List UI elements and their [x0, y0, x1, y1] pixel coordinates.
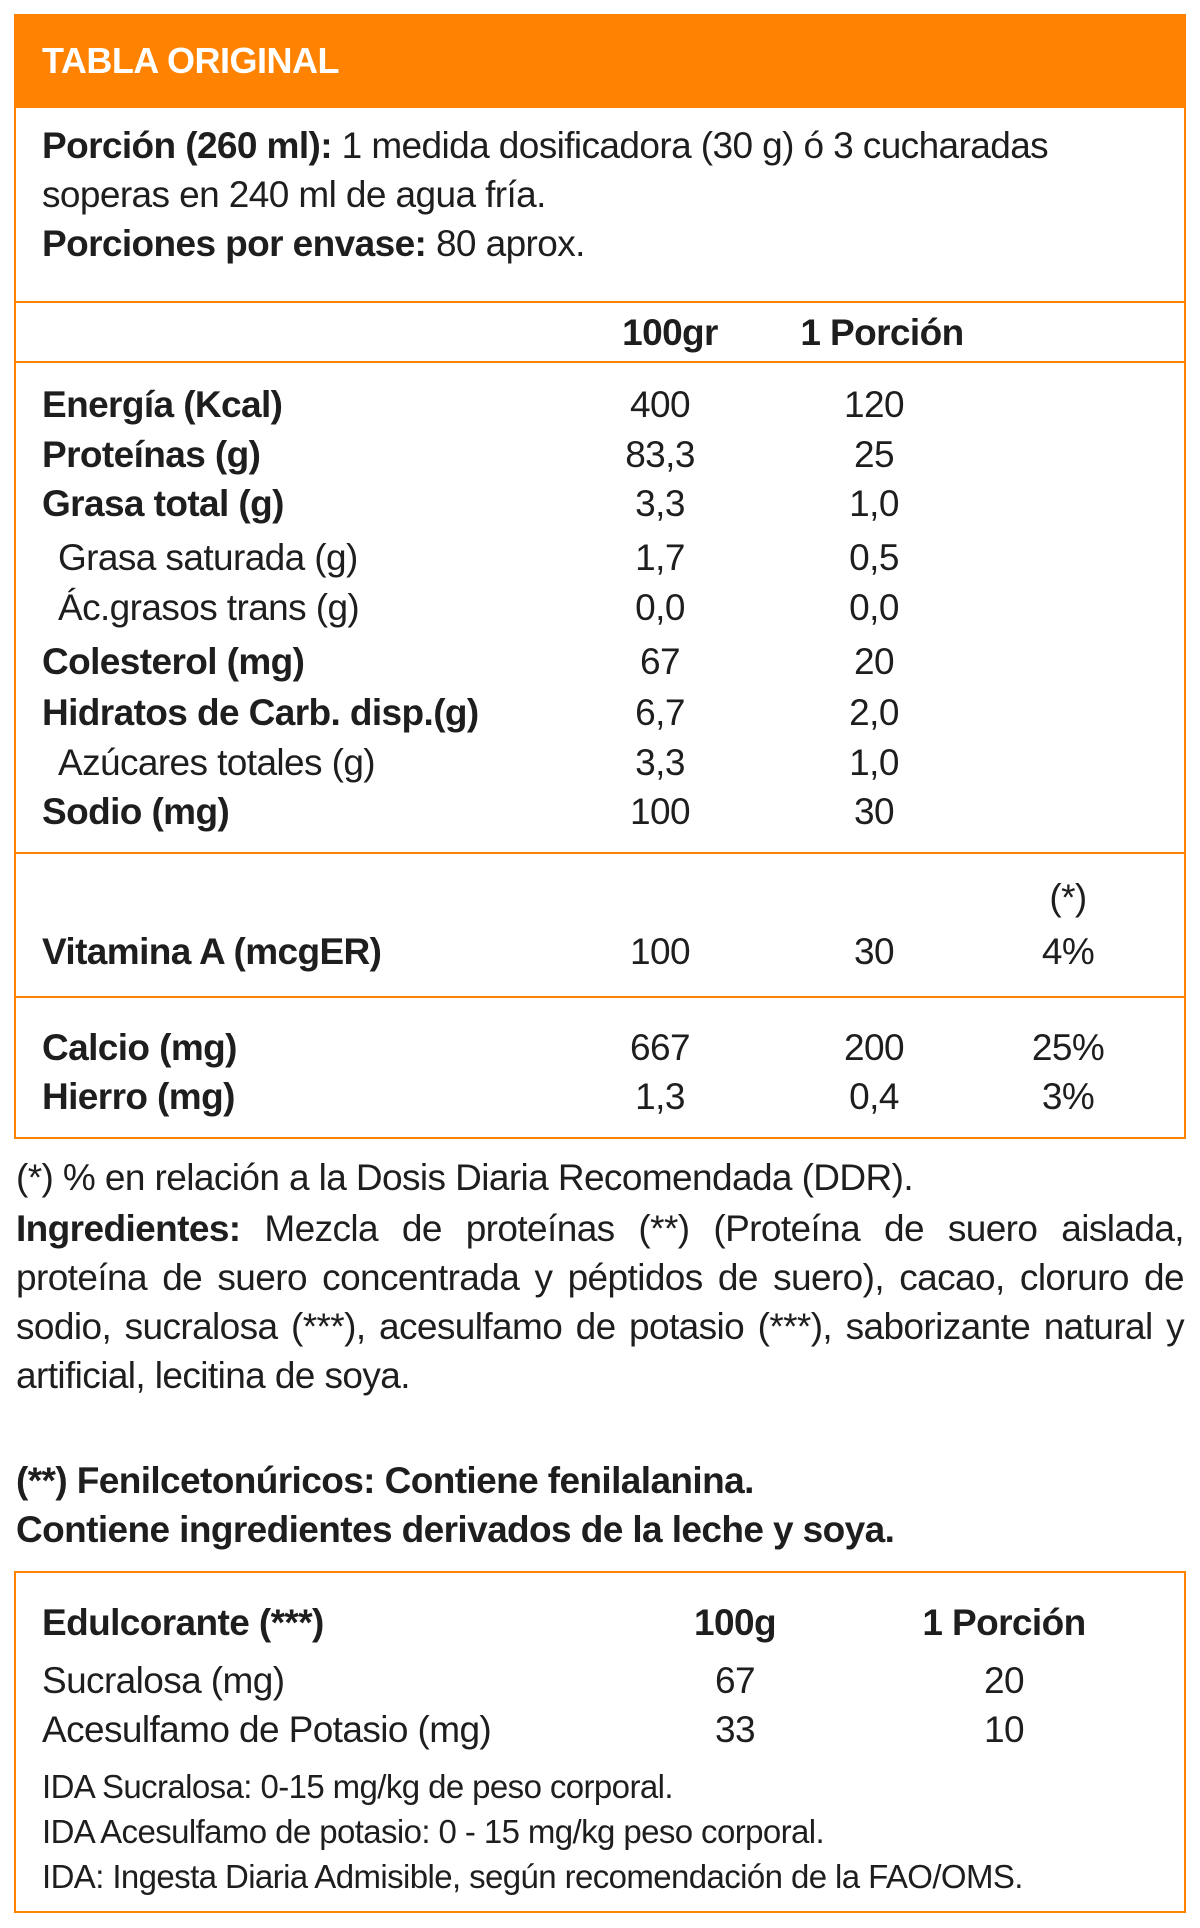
- nutrient-label: Hidratos de Carb. disp.(g): [42, 692, 479, 733]
- nutrient-label: Energía (Kcal): [42, 384, 283, 425]
- serving-line-1: Porción (260 ml): 1 medida dosificadora …: [42, 121, 1049, 170]
- nutrient-label: Sodio (mg): [42, 791, 230, 832]
- value-per-100: 1,7: [635, 537, 685, 578]
- sweetener-column-header: Edulcorante (***): [42, 1602, 324, 1643]
- value-per-100: 100: [630, 931, 691, 972]
- value-per-portion: 1,0: [849, 742, 899, 783]
- nutrient-label: Grasa saturada (g): [58, 537, 358, 578]
- page-title: TABLA ORIGINAL: [42, 40, 339, 81]
- table-row: Ác.grasos trans (g) 0,0 0,0: [0, 583, 1200, 632]
- value-per-100: 3,3: [635, 483, 685, 524]
- value-ddr: 25%: [1031, 1027, 1105, 1068]
- table-row: Energía (Kcal) 400 120: [0, 380, 1200, 429]
- table-row: Sodio (mg) 100 30: [0, 787, 1200, 836]
- column-header-portion: 1 Porción: [922, 1602, 1086, 1643]
- serving-line-2: soperas en 240 ml de agua fría.: [42, 174, 546, 215]
- value-ddr: 4%: [1041, 931, 1095, 972]
- table-row: Colesterol (mg) 67 20: [0, 637, 1200, 686]
- value-per-100: 83,3: [625, 434, 695, 475]
- servings-per-container: Porciones por envase: 80 aprox.: [42, 219, 585, 268]
- value-per-portion: 25: [854, 434, 895, 475]
- value-per-portion: 0,0: [849, 587, 899, 628]
- value-ddr: 3%: [1041, 1076, 1095, 1117]
- nutrition-table-box: [14, 14, 1186, 1139]
- portion-text: 1 medida dosificadora (30 g) ó 3 cuchara…: [341, 125, 1049, 166]
- ingredients-paragraph: Ingredientes: Mezcla de proteínas (**) (…: [16, 1204, 1185, 1400]
- table-row: Vitamina A (mcgER) 100 30 4%: [0, 927, 1200, 976]
- table-row: Sucralosa (mg) 67 20: [0, 1656, 1200, 1705]
- value-per-portion: 0,4: [849, 1076, 899, 1117]
- value-per-portion: 30: [854, 791, 895, 832]
- column-header-100g: 100g: [694, 1602, 777, 1643]
- ddr-footnote: (*) % en relación a la Dosis Diaria Reco…: [16, 1157, 914, 1198]
- value-per-100: 100: [630, 791, 691, 832]
- ida-note: IDA: Ingesta Diaria Admisible, según rec…: [42, 1858, 1023, 1895]
- servings-label: Porciones por envase:: [42, 223, 427, 264]
- vitamin-label: Vitamina A (mcgER): [42, 931, 382, 972]
- value-per-portion: 20: [984, 1660, 1025, 1701]
- value-per-portion: 120: [844, 384, 905, 425]
- value-per-100: 6,7: [635, 692, 685, 733]
- table-header-row: 100gr 1 Porción: [0, 308, 1200, 357]
- nutrient-label: Grasa total (g): [42, 483, 284, 524]
- nutrient-label: Proteínas (g): [42, 434, 261, 475]
- divider: [14, 996, 1186, 998]
- value-per-portion: 20: [854, 641, 895, 682]
- value-per-100: 33: [715, 1709, 756, 1750]
- table-row: Proteínas (g) 83,3 25: [0, 430, 1200, 479]
- divider: [14, 852, 1186, 854]
- mineral-label: Hierro (mg): [42, 1076, 235, 1117]
- table-row: Grasa total (g) 3,3 1,0: [0, 479, 1200, 528]
- mineral-label: Calcio (mg): [42, 1027, 237, 1068]
- table-row: Calcio (mg) 667 200 25%: [0, 1023, 1200, 1072]
- value-per-portion: 30: [854, 931, 895, 972]
- sweetener-label: Sucralosa (mg): [42, 1660, 285, 1701]
- header-bar: [14, 14, 1186, 108]
- column-header-portion: 1 Porción: [800, 312, 964, 353]
- servings-value: 80 aprox.: [435, 223, 585, 264]
- ddr-marker-row: (*): [0, 873, 1200, 922]
- nutrient-label: Colesterol (mg): [42, 641, 305, 682]
- value-per-100: 3,3: [635, 742, 685, 783]
- value-per-portion: 0,5: [849, 537, 899, 578]
- value-per-100: 1,3: [635, 1076, 685, 1117]
- value-per-portion: 200: [844, 1027, 905, 1068]
- ida-note: IDA Sucralosa: 0-15 mg/kg de peso corpor…: [42, 1768, 673, 1805]
- table-row: Hierro (mg) 1,3 0,4 3%: [0, 1072, 1200, 1121]
- sweetener-table-box: [14, 1571, 1186, 1913]
- phenylketonuric-warning: (**) Fenilcetonúricos: Contiene fenilala…: [16, 1460, 754, 1501]
- divider: [14, 361, 1186, 363]
- ida-note: IDA Acesulfamo de potasio: 0 - 15 mg/kg …: [42, 1813, 825, 1850]
- column-header-100gr: 100gr: [622, 312, 718, 353]
- value-per-100: 667: [630, 1027, 691, 1068]
- value-per-portion: 2,0: [849, 692, 899, 733]
- table-row: Azúcares totales (g) 3,3 1,0: [0, 738, 1200, 787]
- sweetener-header-row: Edulcorante (***) 100g 1 Porción: [0, 1598, 1200, 1647]
- sweetener-label: Acesulfamo de Potasio (mg): [42, 1709, 492, 1750]
- table-row: Hidratos de Carb. disp.(g) 6,7 2,0: [0, 688, 1200, 737]
- ingredients-text: Mezcla de proteínas (**) (Proteína de su…: [16, 1208, 1185, 1396]
- divider: [14, 301, 1186, 303]
- value-per-portion: 10: [984, 1709, 1025, 1750]
- value-per-portion: 1,0: [849, 483, 899, 524]
- nutrient-label: Ác.grasos trans (g): [58, 587, 360, 628]
- allergen-warning: Contiene ingredientes derivados de la le…: [16, 1509, 895, 1550]
- value-per-100: 67: [715, 1660, 756, 1701]
- ingredients-label: Ingredientes:: [16, 1208, 241, 1249]
- value-per-100: 400: [630, 384, 691, 425]
- ddr-marker: (*): [1049, 877, 1087, 918]
- value-per-100: 67: [640, 641, 681, 682]
- portion-label: Porción (260 ml):: [42, 125, 333, 166]
- value-per-100: 0,0: [635, 587, 685, 628]
- table-row: Grasa saturada (g) 1,7 0,5: [0, 533, 1200, 582]
- table-row: Acesulfamo de Potasio (mg) 33 10: [0, 1705, 1200, 1754]
- nutrient-label: Azúcares totales (g): [58, 742, 376, 783]
